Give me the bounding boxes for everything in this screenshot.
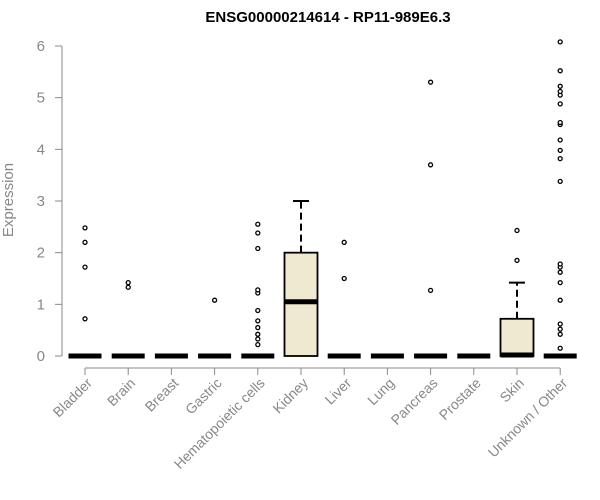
x-tick-label: Gastric xyxy=(182,375,225,418)
x-tick-label: Breast xyxy=(142,375,182,415)
outlier-point xyxy=(514,257,520,264)
x-tick-label: Lung xyxy=(364,375,397,408)
box-skin xyxy=(499,227,535,358)
outlier-point xyxy=(255,245,261,252)
outlier-point xyxy=(557,101,563,107)
outlier-point xyxy=(557,297,563,303)
outlier-point xyxy=(427,162,434,168)
y-tick-label: 4 xyxy=(37,141,45,158)
box-bladder xyxy=(68,225,102,359)
outlier-point xyxy=(82,225,88,231)
outlier-point xyxy=(557,155,563,162)
x-tick-label: Unknown / Other xyxy=(485,375,571,461)
x-tick-label: Liver xyxy=(321,375,354,408)
y-axis: 0 1 2 3 4 5 6 xyxy=(37,38,63,365)
outlier-point xyxy=(557,345,563,351)
boxes-group xyxy=(68,39,577,359)
y-axis-label: Expression xyxy=(0,163,17,237)
x-tick-label: Brain xyxy=(104,375,138,409)
y-tick-label: 2 xyxy=(37,245,45,262)
outlier-point xyxy=(557,326,563,332)
outlier-point xyxy=(557,39,563,45)
outlier-point xyxy=(557,137,563,143)
outlier-point xyxy=(255,287,261,293)
x-tick-label: Kidney xyxy=(269,375,311,417)
outlier-point xyxy=(557,147,563,154)
y-tick-label: 0 xyxy=(37,348,45,365)
x-tick-label: Bladder xyxy=(50,375,96,421)
box-unknown-other xyxy=(543,39,577,359)
box-kidney xyxy=(283,200,319,357)
outlier-point xyxy=(557,83,563,89)
outlier-point xyxy=(125,279,131,286)
outlier-point xyxy=(427,79,434,85)
y-tick-label: 6 xyxy=(37,38,45,55)
outlier-point xyxy=(82,316,88,322)
box-body xyxy=(283,251,319,357)
y-tick-label: 5 xyxy=(37,90,45,107)
outlier-point xyxy=(557,68,563,74)
outlier-point xyxy=(341,275,347,282)
outlier-point xyxy=(514,227,520,234)
outlier-point xyxy=(255,336,261,342)
outlier-point xyxy=(255,318,261,324)
outlier-point xyxy=(557,321,563,327)
outlier-point xyxy=(557,88,563,95)
outlier-point xyxy=(255,307,261,314)
x-tick-label: Skin xyxy=(496,375,527,406)
outlier-point xyxy=(255,324,261,331)
outlier-point xyxy=(557,119,563,126)
box-gastric xyxy=(198,297,232,359)
outlier-point xyxy=(341,239,347,245)
outlier-point xyxy=(255,341,261,348)
outlier-point xyxy=(82,264,88,270)
outlier-point xyxy=(255,221,261,227)
outlier-point xyxy=(557,261,563,267)
y-tick-label: 1 xyxy=(37,296,45,313)
outlier-point xyxy=(82,239,88,245)
box-pancreas xyxy=(414,79,448,359)
outlier-point xyxy=(557,269,563,275)
box-liver xyxy=(327,239,361,359)
outlier-point xyxy=(557,331,563,337)
box-body xyxy=(499,317,535,357)
x-tick-label: Prostate xyxy=(436,375,484,423)
box-brain xyxy=(111,279,145,359)
chart-title: ENSG00000214614 - RP11-989E6.3 xyxy=(205,9,450,26)
outlier-point xyxy=(211,297,218,303)
outlier-point xyxy=(557,178,563,185)
outlier-point xyxy=(427,287,434,294)
outlier-point xyxy=(255,331,261,337)
box-hematopoietic-cells xyxy=(241,221,275,359)
x-tick-label: Pancreas xyxy=(388,375,441,428)
outlier-point xyxy=(557,279,563,286)
outlier-point xyxy=(255,230,261,236)
y-tick-label: 3 xyxy=(37,193,45,210)
outlier-point xyxy=(125,284,131,290)
